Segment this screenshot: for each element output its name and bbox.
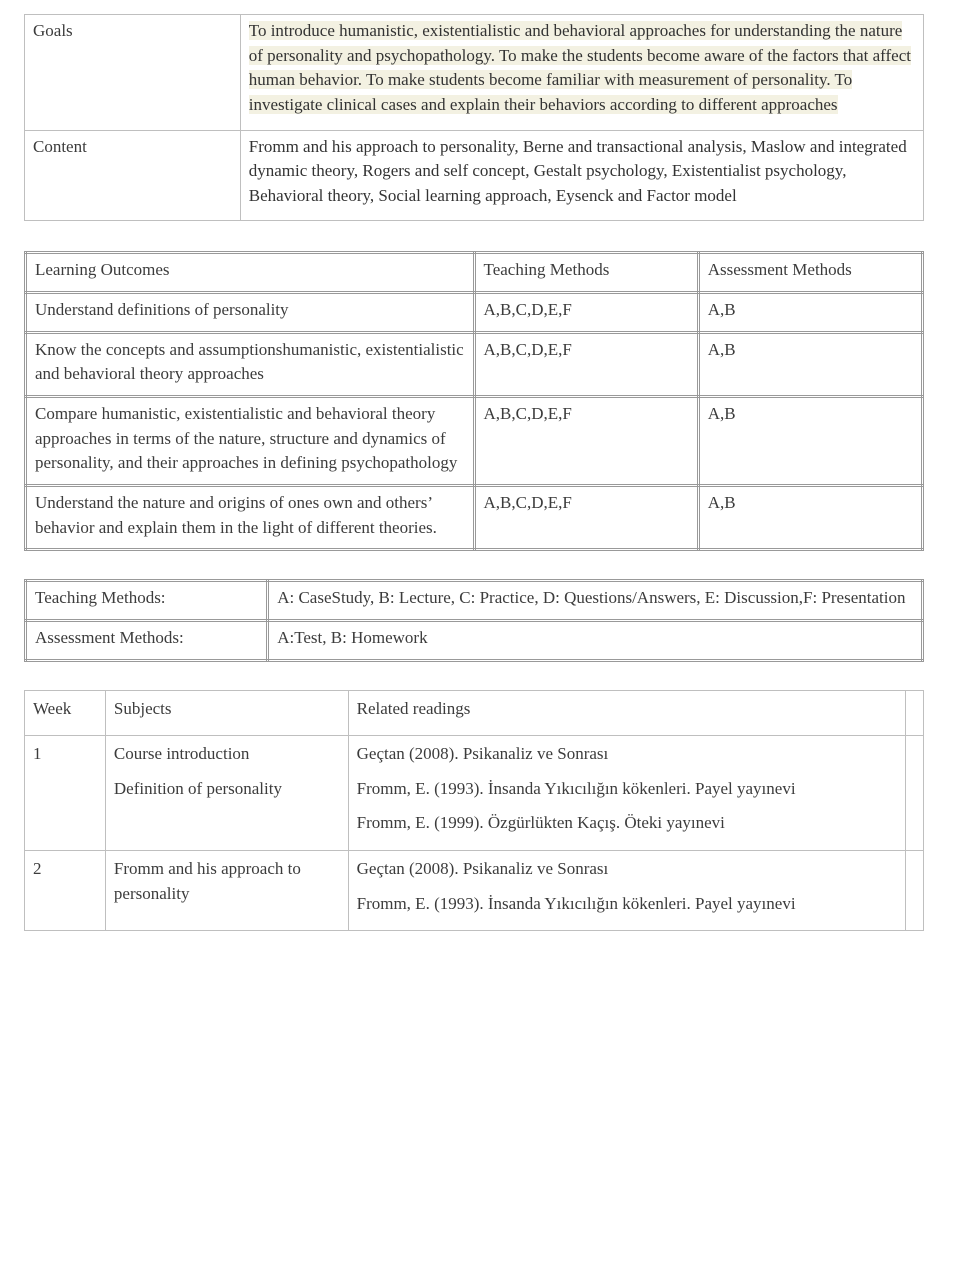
outcome-assess: A,B	[698, 397, 922, 486]
outcomes-row: Compare humanistic, existentialistic and…	[26, 397, 923, 486]
schedule-spacer-cell	[906, 851, 924, 931]
outcomes-row: Understand definitions of personality A,…	[26, 293, 923, 333]
schedule-header-subjects: Subjects	[105, 690, 348, 736]
schedule-header-spacer	[906, 690, 924, 736]
schedule-header-row: Week Subjects Related readings	[25, 690, 924, 736]
outcome-teach: A,B,C,D,E,F	[474, 485, 698, 549]
schedule-header-week: Week	[25, 690, 106, 736]
outcome-text: Compare humanistic, existentialistic and…	[26, 397, 475, 486]
week-number: 2	[25, 851, 106, 931]
week-subjects: Course introduction Definition of person…	[105, 736, 348, 851]
week-readings: Geçtan (2008). Psikanaliz ve Sonrası Fro…	[348, 736, 905, 851]
outcomes-header-teaching: Teaching Methods	[474, 253, 698, 293]
reading-line: Fromm, E. (1993). İnsanda Yıkıcılığın kö…	[357, 892, 897, 917]
goals-text: To introduce humanistic, existentialisti…	[249, 21, 911, 114]
reading-line: Fromm, E. (1993). İnsanda Yıkıcılığın kö…	[357, 777, 897, 802]
methods-key-row: Assessment Methods: A:Test, B: Homework	[26, 620, 923, 660]
teaching-methods-value: A: CaseStudy, B: Lecture, C: Practice, D…	[268, 581, 923, 621]
outcome-teach: A,B,C,D,E,F	[474, 293, 698, 333]
outcomes-row: Understand the nature and origins of one…	[26, 485, 923, 549]
outcomes-header-row: Learning Outcomes Teaching Methods Asses…	[26, 253, 923, 293]
outcome-text: Understand definitions of personality	[26, 293, 475, 333]
schedule-spacer-cell	[906, 736, 924, 851]
content-label: Content	[25, 130, 241, 221]
subject-line: Fromm and his approach to personality	[114, 857, 340, 906]
learning-outcomes-table: Learning Outcomes Teaching Methods Asses…	[24, 251, 924, 551]
schedule-header-readings: Related readings	[348, 690, 905, 736]
content-text: Fromm and his approach to personality, B…	[240, 130, 923, 221]
methods-key-table: Teaching Methods: A: CaseStudy, B: Lectu…	[24, 579, 924, 661]
content-row: Content Fromm and his approach to person…	[25, 130, 924, 221]
assessment-methods-label: Assessment Methods:	[26, 620, 268, 660]
reading-line: Fromm, E. (1999). Özgürlükten Kaçış. Öte…	[357, 811, 897, 836]
outcomes-row: Know the concepts and assumptionshumanis…	[26, 332, 923, 396]
assessment-methods-value: A:Test, B: Homework	[268, 620, 923, 660]
goals-text-cell: To introduce humanistic, existentialisti…	[240, 15, 923, 131]
goals-label: Goals	[25, 15, 241, 131]
teaching-methods-label: Teaching Methods:	[26, 581, 268, 621]
outcome-teach: A,B,C,D,E,F	[474, 332, 698, 396]
week-readings: Geçtan (2008). Psikanaliz ve Sonrası Fro…	[348, 851, 905, 931]
outcome-assess: A,B	[698, 485, 922, 549]
outcome-assess: A,B	[698, 332, 922, 396]
goals-row: Goals To introduce humanistic, existenti…	[25, 15, 924, 131]
weekly-schedule-table: Week Subjects Related readings 1 Course …	[24, 690, 924, 932]
schedule-row: 2 Fromm and his approach to personality …	[25, 851, 924, 931]
goals-content-table: Goals To introduce humanistic, existenti…	[24, 14, 924, 221]
subject-line: Course introduction	[114, 742, 340, 767]
outcome-teach: A,B,C,D,E,F	[474, 397, 698, 486]
methods-key-row: Teaching Methods: A: CaseStudy, B: Lectu…	[26, 581, 923, 621]
outcome-text: Know the concepts and assumptionshumanis…	[26, 332, 475, 396]
reading-line: Geçtan (2008). Psikanaliz ve Sonrası	[357, 742, 897, 767]
outcomes-header-outcome: Learning Outcomes	[26, 253, 475, 293]
outcome-assess: A,B	[698, 293, 922, 333]
outcomes-header-assessment: Assessment Methods	[698, 253, 922, 293]
outcome-text: Understand the nature and origins of one…	[26, 485, 475, 549]
schedule-row: 1 Course introduction Definition of pers…	[25, 736, 924, 851]
subject-line: Definition of personality	[114, 777, 340, 802]
week-subjects: Fromm and his approach to personality	[105, 851, 348, 931]
reading-line: Geçtan (2008). Psikanaliz ve Sonrası	[357, 857, 897, 882]
week-number: 1	[25, 736, 106, 851]
